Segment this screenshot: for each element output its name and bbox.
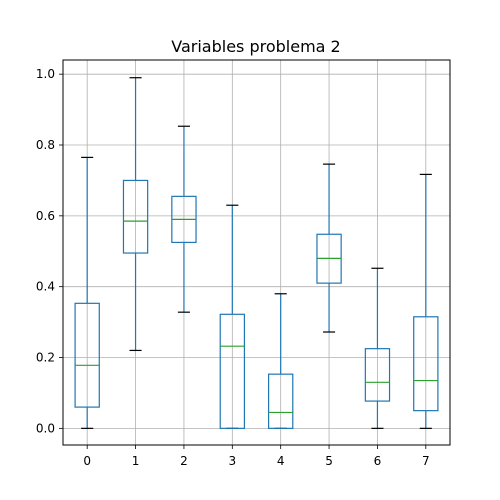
chart-title: Variables problema 2 [171,37,340,56]
x-tick-label: 4 [277,454,285,468]
box-2 [171,125,197,313]
y-tick-label: 0.8 [36,138,55,152]
iqr-box [364,348,391,402]
x-tick-label: 3 [228,454,236,468]
x-tick-label: 0 [83,454,91,468]
plot-frame [62,59,451,446]
iqr-box [122,179,149,254]
y-tick-label: 0.6 [36,209,55,223]
x-tick-label: 6 [374,454,382,468]
box-5 [316,163,342,333]
x-tick-label: 2 [180,454,188,468]
box-1 [122,77,149,352]
box-6 [364,267,391,429]
x-tick-label: 1 [132,454,140,468]
y-tick-label: 0.2 [36,351,55,365]
y-tick-label: 1.0 [36,67,55,81]
iqr-box [413,316,439,412]
tick-layer: 0 1 2 3 4 5 6 7 0.0 0.2 0.4 0.6 0.8 1.0 [36,67,430,468]
y-tick-label: 0.4 [36,280,55,294]
box-0 [74,156,100,429]
x-tick-label: 7 [422,454,430,468]
grid-layer [63,60,450,445]
box-3 [219,204,246,429]
x-tick-label: 5 [325,454,333,468]
box-4 [267,293,294,429]
iqr-box [267,373,294,429]
iqr-box [74,302,100,408]
box-7 [413,173,439,429]
box-layer [74,77,439,429]
iqr-box [219,313,246,429]
y-tick-label: 0.0 [36,421,55,435]
